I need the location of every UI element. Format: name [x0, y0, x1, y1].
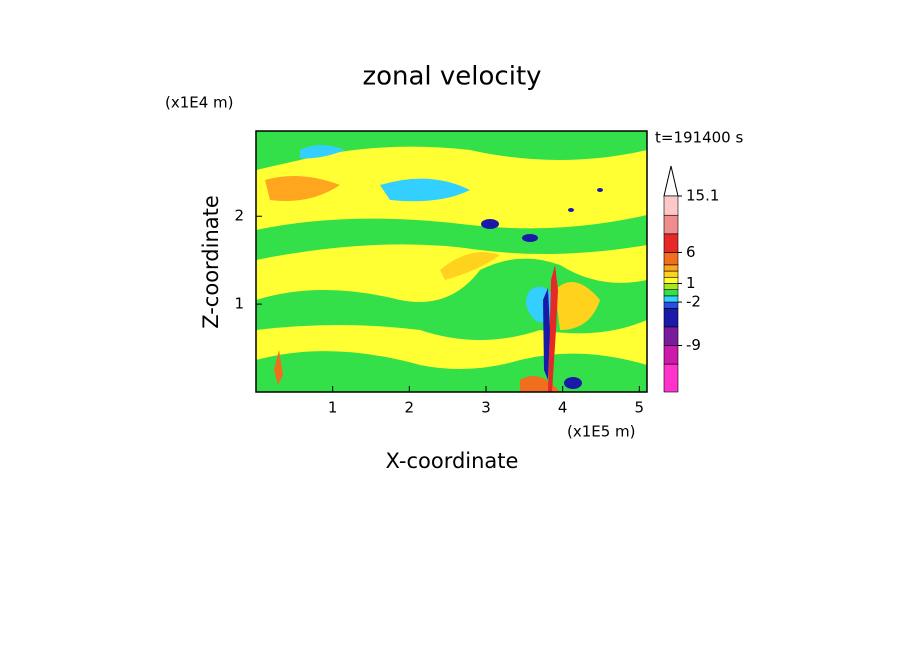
- colorbar-band: [663, 345, 679, 365]
- colorbar-tick-label: -9: [686, 336, 701, 354]
- colorbar-band: [663, 289, 679, 297]
- x-tick-label: 1: [328, 399, 338, 417]
- colorbar-band: [663, 307, 679, 328]
- colorbar-band: [663, 326, 679, 346]
- colorbar-band: [663, 270, 679, 278]
- plot-frame: [255, 130, 648, 393]
- x-unit: (x1E5 m): [567, 423, 636, 441]
- colorbar-band: [663, 363, 679, 393]
- colorbar-band: [663, 301, 679, 309]
- colorbar-band: [663, 276, 679, 284]
- y-tick-label: 1: [234, 295, 244, 313]
- y-unit: (x1E4 m): [165, 94, 234, 112]
- contour-field: [256, 131, 647, 392]
- colorbar-band: [663, 195, 679, 216]
- colorbar-band: [663, 264, 679, 272]
- y-axis-label: Z-coordinate: [199, 195, 223, 329]
- colorbar-tick-label: 1: [686, 274, 696, 292]
- annotation: t=191400 s: [655, 129, 743, 147]
- x-tick-label: 4: [558, 399, 568, 417]
- colorbar-band: [663, 214, 679, 235]
- x-tick-label: 3: [481, 399, 491, 417]
- colorbar-band: [663, 295, 679, 303]
- colorbar-band: [663, 233, 679, 253]
- colorbar-extension: [663, 165, 679, 197]
- colorbar-tick-label: 6: [686, 243, 696, 261]
- y-tick-label: 2: [234, 207, 244, 225]
- x-axis-label: X-coordinate: [386, 449, 519, 473]
- x-tick-label: 2: [405, 399, 415, 417]
- x-tick-label: 5: [635, 399, 645, 417]
- chart-title: zonal velocity: [362, 62, 541, 92]
- colorbar-band: [663, 252, 679, 266]
- colorbar-tick-label: -2: [686, 293, 701, 311]
- colorbar-band: [663, 283, 679, 290]
- colorbar-tick-label: 15.1: [686, 187, 719, 205]
